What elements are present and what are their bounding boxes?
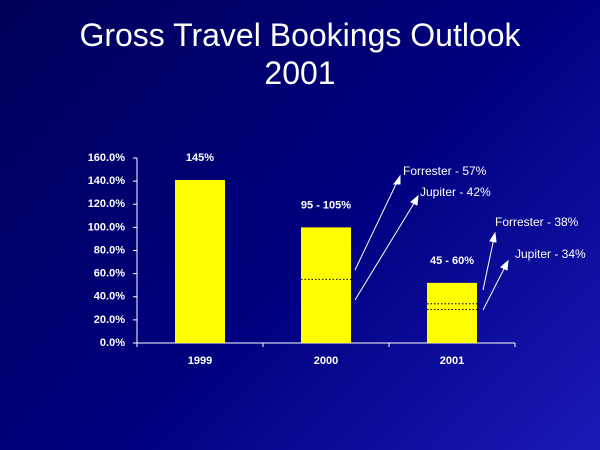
y-tick-label: 20.0% bbox=[94, 314, 125, 326]
bar-label: 45 - 60% bbox=[430, 255, 474, 267]
chart-title: Gross Travel Bookings Outlook 2001 bbox=[79, 17, 521, 91]
x-tick-label: 2001 bbox=[440, 355, 464, 367]
y-tick-label: 120.0% bbox=[88, 198, 126, 210]
annotation: Forrester - 57% bbox=[403, 164, 487, 178]
y-tick-label: 80.0% bbox=[94, 244, 125, 256]
x-tick-label: 1999 bbox=[188, 355, 212, 367]
y-tick-label: 40.0% bbox=[94, 291, 125, 303]
annotation: Jupiter - 34% bbox=[515, 247, 586, 261]
annotation: Jupiter - 42% bbox=[420, 185, 491, 199]
y-tick-label: 160.0% bbox=[88, 152, 126, 164]
bar bbox=[427, 282, 477, 343]
bar bbox=[301, 227, 351, 343]
bar-label: 145% bbox=[186, 152, 214, 164]
y-tick-label: 60.0% bbox=[94, 268, 125, 280]
y-tick-label: 140.0% bbox=[88, 175, 126, 187]
y-tick-label: 100.0% bbox=[88, 221, 126, 233]
annotation: Forrester - 38% bbox=[495, 215, 579, 229]
bar bbox=[175, 179, 225, 343]
bar-label: 95 - 105% bbox=[301, 199, 351, 211]
arrows bbox=[354, 174, 509, 311]
y-tick-label: 0.0% bbox=[100, 337, 125, 349]
x-tick-label: 2000 bbox=[314, 355, 338, 367]
